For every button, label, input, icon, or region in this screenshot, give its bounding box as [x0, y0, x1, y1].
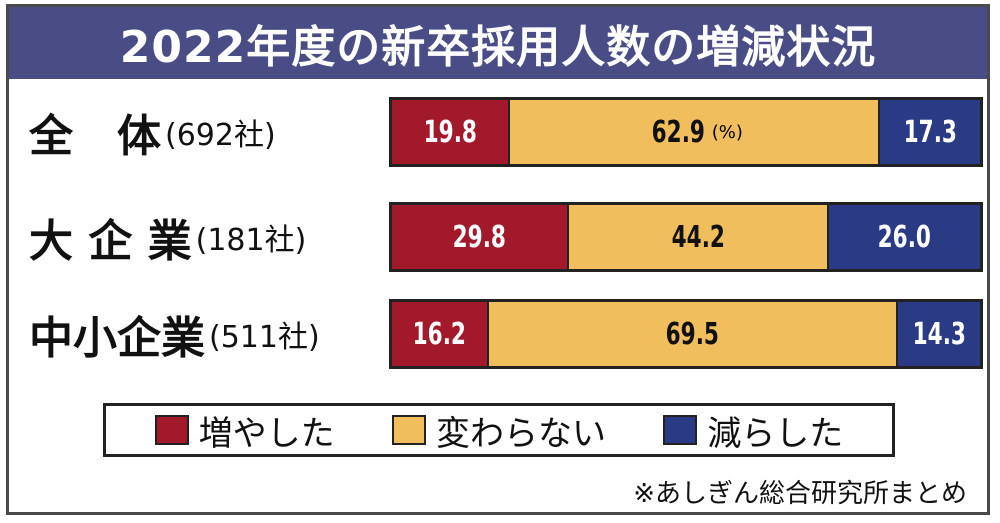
legend-label-unchanged: 変わらない [435, 413, 606, 454]
bar-segment-unchanged: 62.9 (%) [508, 100, 878, 164]
bar-segment-unchanged: 69.5 [487, 302, 896, 366]
bar-segment-increased: 29.8 [392, 205, 567, 269]
legend-swatch-decreased [663, 415, 698, 445]
bar-segment-decreased: 26.0 [827, 205, 980, 269]
legend-swatch-unchanged [391, 415, 426, 445]
data-label: 26.0 [877, 219, 932, 255]
data-label: 17.3 [903, 114, 957, 150]
legend-label-decreased: 減らした [707, 413, 844, 454]
category-name: 大 企 業 [29, 216, 192, 267]
category-count: (181社) [195, 223, 307, 258]
legend-item-decreased: 減らした [663, 406, 843, 455]
data-label: 14.3 [912, 316, 966, 352]
stacked-bar: 16.2 69.5 14.3 [389, 299, 983, 369]
category-label: 大 企 業 (181社) [29, 207, 306, 267]
data-label: 16.2 [412, 316, 467, 352]
stacked-bar: 29.8 44.2 26.0 [389, 202, 983, 272]
data-label: 29.8 [452, 219, 507, 255]
bar-segment-increased: 19.8 [392, 100, 508, 164]
legend-label-increased: 増やした [198, 413, 335, 454]
bar-segment-increased: 16.2 [392, 302, 487, 366]
category-name: 全 体 [29, 111, 161, 162]
category-count: (511社) [209, 320, 320, 355]
unit-note: (%) [711, 121, 743, 143]
chart-frame: 2022年度の新卒採用人数の増減状況 全 体 (692社) 19.8 62.9 (%) 1… [6, 4, 990, 515]
category-label: 中小企業 (511社) [29, 304, 320, 364]
legend-item-unchanged: 変わらない [391, 406, 606, 455]
category-name: 中小企業 [29, 313, 205, 364]
bar-segment-unchanged: 44.2 [567, 205, 827, 269]
stacked-bar: 19.8 62.9 (%) 17.3 [389, 97, 983, 167]
title-bar: 2022年度の新卒採用人数の増減状況 [9, 7, 987, 79]
chart-title: 2022年度の新卒採用人数の増減状況 [119, 22, 877, 73]
category-count: (692社) [165, 118, 276, 153]
data-label: 44.2 [671, 219, 725, 255]
data-label: 62.9 [651, 114, 706, 150]
bar-segment-decreased: 14.3 [896, 302, 980, 366]
source-note: ※あしぎん総合研究所まとめ [633, 479, 967, 509]
data-label: 69.5 [665, 316, 720, 352]
category-label: 全 体 (692社) [29, 102, 276, 162]
legend-item-increased: 増やした [154, 406, 335, 455]
legend-swatch-increased [154, 415, 189, 445]
legend: 増やした 変わらない 減らした [103, 403, 895, 457]
data-label: 19.8 [423, 114, 477, 150]
bar-segment-decreased: 17.3 [878, 100, 980, 164]
